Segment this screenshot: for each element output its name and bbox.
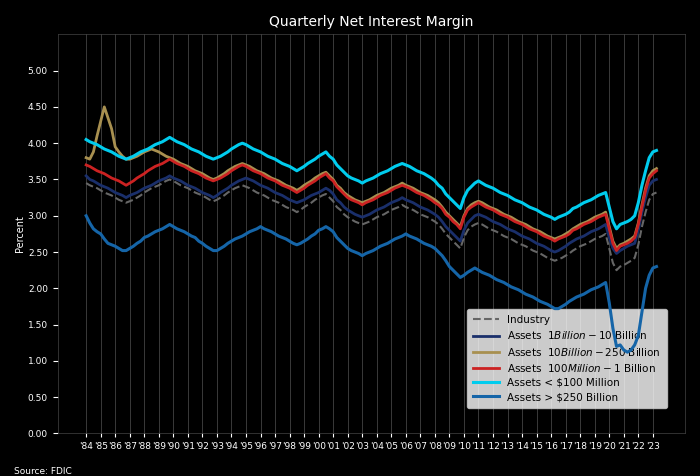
Assets  $10 Billion - $250 Billion: [478, 200, 486, 206]
Assets < $100 Million: [183, 144, 192, 149]
Assets  $10 Billion - $250 Billion: [144, 148, 152, 153]
Assets  $1 Billion - $10 Billion: [475, 211, 483, 217]
Assets  $100 Million - $1 Billion: [140, 171, 148, 177]
Assets  $100 Million - $1 Billion: [478, 202, 486, 208]
Line: Assets  $1 Billion - $10 Billion: Assets $1 Billion - $10 Billion: [86, 176, 657, 254]
Line: Assets  $100 Million - $1 Billion: Assets $100 Million - $1 Billion: [86, 159, 657, 250]
Legend: Industry, Assets  $1 Billion - $10 Billion, Assets  $10 Billion - $250 Billion, : Industry, Assets $1 Billion - $10 Billio…: [467, 309, 667, 408]
Assets < $100 Million: [82, 137, 90, 142]
Industry: [165, 177, 174, 182]
Line: Assets  $10 Billion - $250 Billion: Assets $10 Billion - $250 Billion: [86, 107, 657, 248]
Assets  $1 Billion - $10 Billion: [652, 177, 661, 182]
Assets  $1 Billion - $10 Billion: [180, 180, 188, 186]
Industry: [140, 189, 148, 195]
Text: Source: FDIC: Source: FDIC: [14, 466, 71, 476]
Line: Assets > $250 Billion: Assets > $250 Billion: [86, 216, 657, 352]
Assets < $100 Million: [140, 148, 148, 153]
Assets < $100 Million: [165, 135, 174, 140]
Assets  $10 Billion - $250 Billion: [612, 246, 621, 251]
Assets  $1 Billion - $10 Billion: [140, 185, 148, 191]
Y-axis label: Percent: Percent: [15, 216, 25, 252]
Industry: [478, 222, 486, 228]
Assets  $1 Billion - $10 Billion: [612, 251, 621, 257]
Assets  $100 Million - $1 Billion: [616, 243, 624, 249]
Assets < $100 Million: [394, 162, 402, 168]
Assets > $250 Billion: [652, 264, 661, 269]
Assets > $250 Billion: [391, 236, 399, 242]
Line: Assets < $100 Million: Assets < $100 Million: [86, 138, 657, 229]
Assets < $100 Million: [612, 226, 621, 232]
Industry: [82, 180, 90, 186]
Assets > $250 Billion: [475, 268, 483, 273]
Industry: [394, 204, 402, 210]
Industry: [616, 264, 624, 269]
Assets  $10 Billion - $250 Billion: [394, 182, 402, 188]
Assets > $250 Billion: [82, 213, 90, 218]
Assets  $10 Billion - $250 Billion: [293, 188, 301, 193]
Assets  $100 Million - $1 Billion: [293, 189, 301, 195]
Assets < $100 Million: [652, 148, 661, 153]
Assets  $10 Billion - $250 Billion: [183, 164, 192, 169]
Assets  $1 Billion - $10 Billion: [391, 198, 399, 204]
Line: Industry: Industry: [86, 179, 657, 270]
Assets < $100 Million: [616, 222, 624, 228]
Assets  $1 Billion - $10 Billion: [609, 246, 617, 251]
Assets  $10 Billion - $250 Billion: [82, 155, 90, 160]
Assets < $100 Million: [478, 180, 486, 186]
Industry: [652, 189, 661, 195]
Assets  $10 Billion - $250 Billion: [616, 242, 624, 248]
Assets  $10 Billion - $250 Billion: [100, 104, 108, 110]
Assets  $100 Million - $1 Billion: [394, 184, 402, 189]
Assets  $1 Billion - $10 Billion: [289, 198, 298, 204]
Assets > $250 Billion: [623, 349, 631, 355]
Assets > $250 Billion: [289, 240, 298, 246]
Assets  $100 Million - $1 Billion: [183, 166, 192, 171]
Industry: [183, 185, 192, 191]
Industry: [293, 209, 301, 215]
Assets < $100 Million: [293, 168, 301, 174]
Assets  $1 Billion - $10 Billion: [82, 173, 90, 178]
Assets > $250 Billion: [140, 235, 148, 240]
Assets  $100 Million - $1 Billion: [652, 168, 661, 174]
Assets  $100 Million - $1 Billion: [165, 156, 174, 162]
Assets  $100 Million - $1 Billion: [612, 248, 621, 253]
Title: Quarterly Net Interest Margin: Quarterly Net Interest Margin: [269, 15, 473, 29]
Industry: [612, 268, 621, 273]
Assets  $10 Billion - $250 Billion: [652, 166, 661, 171]
Assets > $250 Billion: [609, 326, 617, 331]
Assets > $250 Billion: [180, 229, 188, 235]
Assets  $100 Million - $1 Billion: [82, 162, 90, 168]
